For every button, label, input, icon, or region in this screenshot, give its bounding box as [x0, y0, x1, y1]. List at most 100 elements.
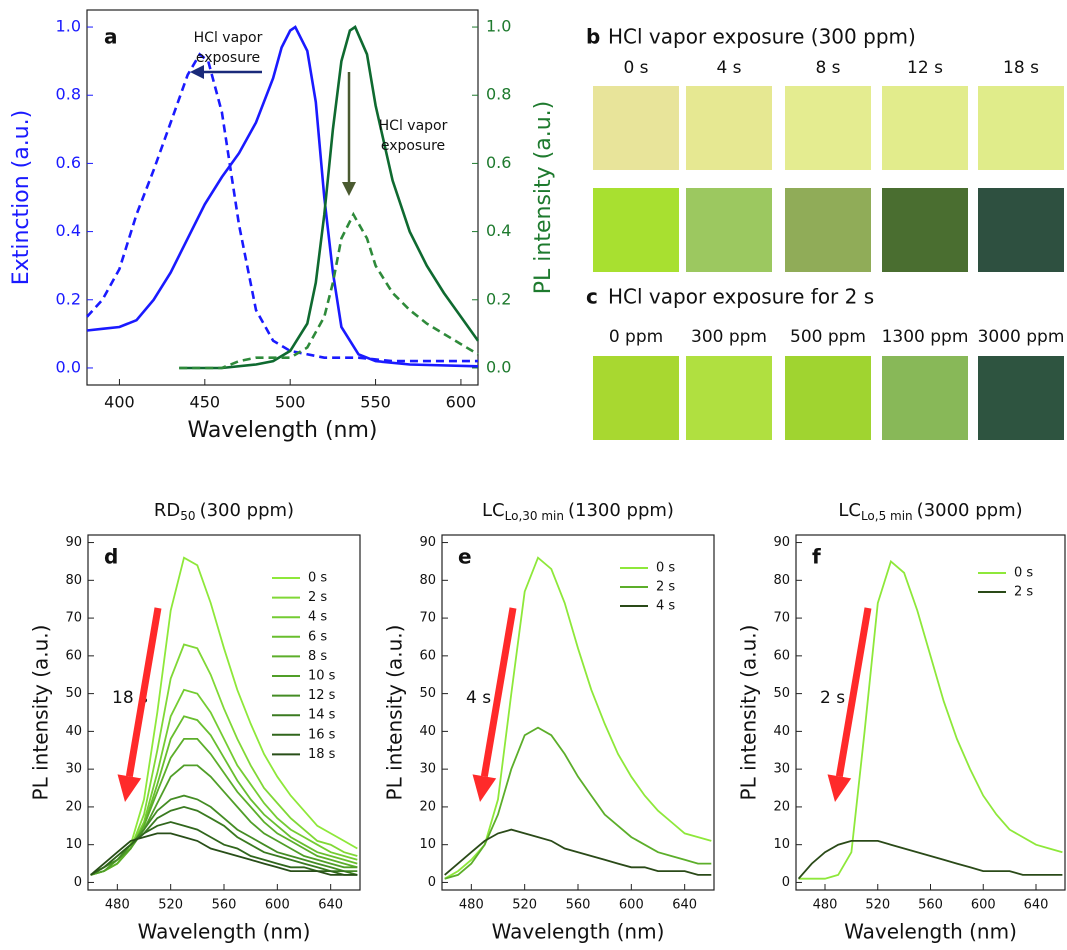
data-line	[445, 830, 712, 875]
panel-title: HCl vapor exposure for 2 s	[608, 285, 874, 309]
y2-tick-label: 0.0	[486, 357, 511, 376]
color-swatch	[785, 86, 871, 170]
annotation: HCl vapor	[379, 118, 448, 134]
y-tick-label: 60	[419, 648, 436, 663]
color-swatch	[593, 86, 679, 170]
column-label: 8 s	[815, 58, 840, 78]
data-line	[799, 841, 1063, 879]
title-rest: (300 ppm)	[200, 500, 295, 521]
y2-tick-label: 0.4	[486, 221, 511, 240]
y-tick-label: 70	[419, 611, 436, 626]
x-axis-label: Wavelength (nm)	[844, 920, 1017, 944]
y-tick-label: 50	[65, 686, 82, 701]
color-swatch	[978, 86, 1064, 170]
column-label: 300 ppm	[691, 327, 767, 347]
y-tick-label: 30	[773, 762, 790, 777]
y-tick-label: 90	[419, 535, 436, 550]
annotation: HCl vapor	[194, 30, 263, 46]
legend-label: 4 s	[308, 610, 327, 625]
column-label: 1300 ppm	[882, 327, 969, 347]
title-main: RD	[154, 500, 180, 521]
arrow-head	[190, 65, 204, 79]
arrow-head	[118, 774, 142, 802]
color-swatch	[686, 356, 772, 440]
y-tick-label: 0.2	[56, 289, 81, 308]
title-sub: Lo,30 min	[505, 509, 564, 523]
y-tick-label: 50	[773, 686, 790, 701]
arrow-head	[828, 774, 852, 802]
y-tick-label: 10	[419, 837, 436, 852]
y-tick-label: 90	[65, 535, 82, 550]
legend-label: 12 s	[308, 688, 336, 703]
y-tick-label: 80	[65, 573, 82, 588]
x-tick-label: 520	[865, 898, 890, 913]
data-line	[179, 27, 478, 368]
y-tick-label: 40	[773, 724, 790, 739]
y-tick-label: 20	[773, 799, 790, 814]
column-label: 0 s	[623, 58, 648, 78]
panel-title: HCl vapor exposure (300 ppm)	[608, 25, 916, 49]
x-axis-label: Wavelength (nm)	[492, 920, 665, 944]
panel-label: f	[812, 545, 821, 569]
x-tick-label: 600	[971, 898, 996, 913]
panel-label: b	[586, 25, 600, 49]
y-tick-label: 0	[782, 875, 790, 890]
y-tick-label: 10	[65, 837, 82, 852]
legend-label: 2 s	[308, 590, 327, 605]
data-line	[799, 561, 1063, 878]
legend-label: 8 s	[308, 649, 327, 664]
panel-label: a	[104, 25, 118, 49]
title-sub: Lo,5 min	[861, 509, 913, 523]
legend-label: 2 s	[1014, 585, 1033, 600]
y-tick-label: 0	[74, 875, 82, 890]
legend-label: 10 s	[308, 669, 336, 684]
data-line	[87, 54, 478, 361]
y-tick-label: 20	[419, 799, 436, 814]
x-tick-label: 550	[360, 393, 391, 412]
y2-axis-label: PL intensity (a.u.)	[531, 101, 556, 294]
color-swatch	[978, 356, 1064, 440]
color-swatch	[686, 188, 772, 272]
legend-label: 0 s	[656, 561, 675, 576]
y-tick-label: 40	[419, 724, 436, 739]
y2-tick-label: 1.0	[486, 17, 511, 36]
color-swatch	[882, 188, 968, 272]
legend-label: 6 s	[308, 629, 327, 644]
x-tick-label: 480	[813, 898, 838, 913]
data-line	[87, 27, 478, 366]
y-tick-label: 30	[65, 762, 82, 777]
color-swatch	[686, 86, 772, 170]
x-tick-label: 600	[619, 898, 644, 913]
x-tick-label: 640	[1024, 898, 1049, 913]
y-tick-label: 40	[65, 724, 82, 739]
legend-label: 2 s	[656, 580, 675, 595]
color-swatch	[978, 188, 1064, 272]
legend-label: 0 s	[308, 571, 327, 586]
column-label: 0 ppm	[609, 327, 663, 347]
x-axis-label: Wavelength (nm)	[138, 920, 311, 944]
x-tick-label: 560	[918, 898, 943, 913]
legend-label: 16 s	[308, 727, 336, 742]
y-tick-label: 70	[773, 611, 790, 626]
y-tick-label: 1.0	[56, 17, 81, 36]
title-rest: (3000 ppm)	[917, 500, 1023, 521]
y-tick-label: 60	[773, 648, 790, 663]
y-tick-label: 80	[773, 573, 790, 588]
annotation: 2 s	[820, 688, 845, 708]
x-tick-label: 640	[318, 898, 343, 913]
x-tick-label: 400	[104, 393, 135, 412]
panel-label: e	[458, 545, 472, 569]
y-tick-label: 50	[419, 686, 436, 701]
y2-tick-label: 0.2	[486, 289, 511, 308]
y-axis-label: PL intensity (a.u.)	[737, 625, 761, 801]
y-tick-label: 0.4	[56, 221, 81, 240]
x-tick-label: 560	[566, 898, 591, 913]
y-tick-label: 90	[773, 535, 790, 550]
panel-label: d	[104, 545, 118, 569]
column-label: 3000 ppm	[978, 327, 1065, 347]
annotation: exposure	[381, 138, 445, 154]
axes-frame	[87, 10, 478, 385]
arrow-head	[473, 774, 497, 802]
y-tick-label: 70	[65, 611, 82, 626]
